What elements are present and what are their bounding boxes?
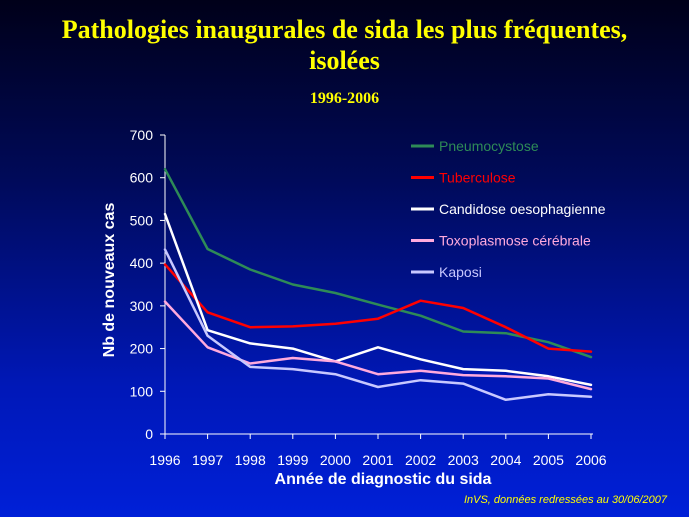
y-tick-label: 100 bbox=[130, 383, 154, 399]
y-tick-label: 300 bbox=[130, 298, 154, 314]
x-tick-label: 1997 bbox=[192, 452, 223, 468]
x-tick-label: 1999 bbox=[277, 452, 308, 468]
x-tick-label: 2003 bbox=[448, 452, 479, 468]
series-line-pneumocystose bbox=[163, 167, 593, 359]
y-tick-label: 400 bbox=[130, 255, 154, 271]
series-line-kaposi bbox=[163, 248, 593, 402]
legend-label: Kaposi bbox=[439, 264, 482, 280]
x-tick-label: 2001 bbox=[362, 452, 393, 468]
y-axis-title: Nb de nouveaux cas bbox=[101, 203, 118, 358]
series-line-tuberculose bbox=[163, 263, 593, 353]
y-tick-label: 600 bbox=[130, 170, 154, 186]
source-note: InVS, données redressées au 30/06/2007 bbox=[463, 494, 667, 506]
x-tick-label: 2006 bbox=[575, 452, 606, 468]
x-tick-label: 2004 bbox=[490, 452, 521, 468]
chart-title: Pathologies inaugurales de sida les plus… bbox=[0, 14, 689, 76]
chart-subtitle: 1996-2006 bbox=[309, 90, 380, 107]
legend-label: Pneumocystose bbox=[439, 138, 539, 154]
series-line-toxoplasmose-c-r-brale bbox=[163, 300, 593, 391]
x-tick-label: 1998 bbox=[235, 452, 266, 468]
title-line-2: isolées bbox=[309, 46, 380, 75]
x-axis-title: Année de diagnostic du sida bbox=[275, 471, 492, 488]
x-tick-label: 2005 bbox=[533, 452, 564, 468]
title-line-1: Pathologies inaugurales de sida les plus… bbox=[61, 15, 628, 44]
y-tick-label: 200 bbox=[130, 341, 154, 357]
x-tick-label: 1996 bbox=[149, 452, 180, 468]
legend-label: Tuberculose bbox=[439, 170, 516, 186]
legend-label: Candidose oesophagienne bbox=[439, 201, 606, 217]
legend-label: Toxoplasmose cérébrale bbox=[439, 233, 591, 249]
y-tick-label: 0 bbox=[145, 426, 153, 442]
series-line-candidose-oesophagienne bbox=[163, 212, 593, 387]
y-tick-label: 700 bbox=[130, 127, 154, 143]
x-tick-label: 2000 bbox=[320, 452, 351, 468]
y-tick-label: 500 bbox=[130, 212, 154, 228]
x-tick-label: 2002 bbox=[405, 452, 436, 468]
